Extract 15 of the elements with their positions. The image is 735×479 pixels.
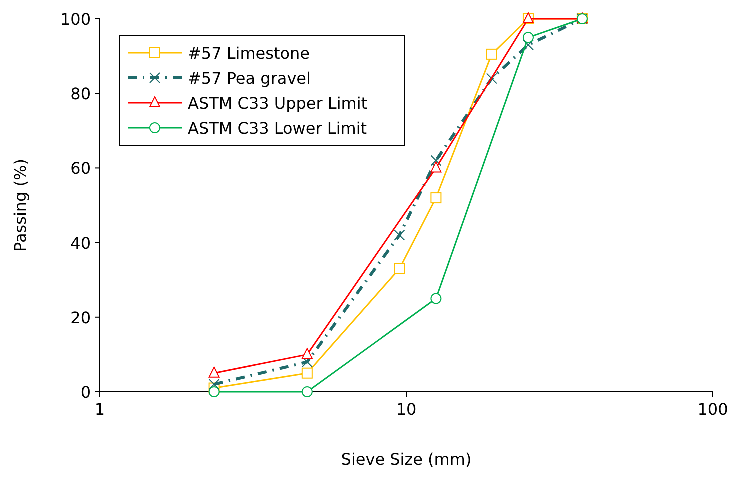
- legend-label: ASTM C33 Upper Limit: [188, 94, 368, 113]
- y-axis-title: Passing (%): [11, 159, 30, 252]
- y-tick-label: 60: [70, 159, 91, 178]
- y-tick-label: 0: [80, 383, 91, 402]
- x-tick-label: 10: [396, 400, 417, 419]
- x-axis-title: Sieve Size (mm): [341, 450, 472, 469]
- y-tick-label: 20: [70, 308, 91, 328]
- y-tick-label: 40: [70, 234, 91, 253]
- legend-label: #57 Pea gravel: [188, 69, 311, 88]
- legend-label: #57 Limestone: [188, 44, 310, 63]
- x-tick-label: 100: [698, 400, 728, 419]
- x-tick-label: 1: [94, 400, 106, 419]
- y-tick-label: 80: [70, 84, 91, 104]
- y-tick-label: 100: [60, 10, 91, 29]
- legend-label: ASTM C33 Lower Limit: [188, 119, 368, 138]
